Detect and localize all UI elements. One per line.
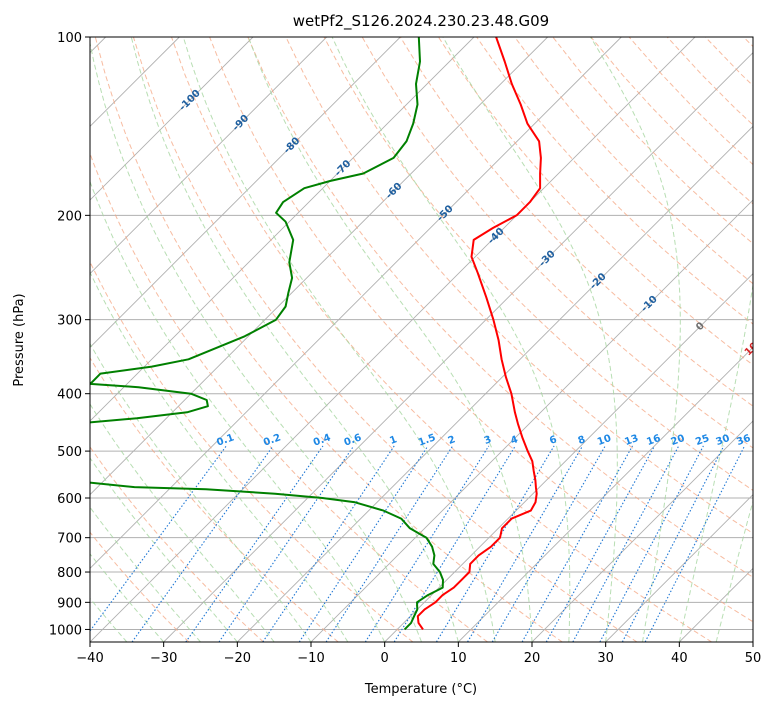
dry-adiabat [171, 37, 712, 642]
y-axis-label: Pressure (hPa) [12, 293, 27, 386]
isotherm-line [90, 37, 475, 422]
x-tick-label: 50 [745, 651, 762, 666]
dry-adiabat [132, 37, 638, 642]
moist-adiabat [90, 40, 422, 642]
mixing-ratio-line [467, 445, 584, 642]
mixing-ratio-line [298, 445, 429, 642]
x-tick-label: −20 [224, 651, 251, 666]
y-tick-label: 300 [57, 314, 82, 329]
x-tick-label: 30 [597, 651, 614, 666]
isotherm-line [458, 346, 753, 642]
dry-adiabat [437, 37, 753, 366]
mixing-ratio-label: 16 [645, 433, 662, 448]
x-tick-label: −30 [150, 651, 177, 666]
isotherm-line [237, 125, 753, 642]
y-tick-label: 700 [57, 532, 82, 547]
dry-adiabat [247, 37, 753, 578]
moist-adiabat [90, 457, 238, 642]
isotherm-line [90, 37, 327, 275]
y-tick-label: 600 [57, 492, 82, 507]
mixing-ratio-line [545, 445, 656, 642]
dry-adiabat [285, 37, 753, 534]
mixing-ratio-line [218, 445, 355, 642]
mixing-ratio-line [572, 445, 680, 642]
isotherm-line [605, 494, 753, 642]
x-tick-label: 10 [450, 651, 467, 666]
moist-adiabat [182, 37, 496, 642]
dry-adiabat [323, 37, 753, 492]
isotherm-label: 10 [743, 341, 761, 359]
y-tick-label: 800 [57, 566, 82, 581]
moist-adiabat [331, 37, 571, 642]
x-tick-label: 20 [524, 651, 541, 666]
isotherm-line [384, 273, 753, 642]
moist-adiabat [442, 37, 618, 642]
mixing-ratio-label: 3 [483, 434, 493, 447]
mixing-ratio-line [521, 445, 633, 642]
dry-adiabat [90, 356, 339, 642]
isotherm-line [163, 52, 753, 642]
isotherm-line [90, 37, 254, 201]
dry-adiabat [209, 37, 753, 623]
background-lines [90, 37, 753, 642]
isotherm-line [531, 420, 753, 642]
mixing-ratio-label: 13 [623, 433, 640, 448]
dry-adiabat [94, 37, 563, 642]
moist-adiabat [90, 180, 386, 642]
mixing-ratio-line [364, 445, 490, 642]
isotherm-line [90, 37, 401, 348]
moist-adiabat [590, 37, 681, 642]
moist-adiabat [90, 271, 349, 642]
y-tick-label: 200 [57, 209, 82, 224]
mixing-ratio-line [491, 445, 606, 642]
dry-adiabat [361, 37, 753, 449]
x-axis-label: Temperature (°C) [364, 682, 477, 697]
dry-adiabat [514, 37, 753, 285]
axes: −40 −30 −20 −10 0 10 20 30 40 50 1000 900 800 700 600 5… [49, 31, 761, 666]
moist-adiabat [90, 342, 312, 642]
dry-adiabat [90, 260, 414, 642]
mixing-ratio-label: 30 [715, 433, 732, 448]
mixing-ratio-label: 1 [388, 434, 398, 447]
isotherm-line [90, 37, 548, 496]
mixing-ratio-line [644, 445, 746, 642]
y-tick-label: 500 [57, 445, 82, 460]
temperature-profile [416, 37, 542, 630]
mixing-ratio-label: 8 [577, 434, 587, 447]
dry-adiabat [399, 37, 753, 407]
dewpoint-profile [90, 37, 444, 631]
mixing-ratio-line [185, 445, 324, 642]
y-tick-label: 400 [57, 388, 82, 403]
x-tick-label: 40 [671, 651, 688, 666]
mixing-ratio-label: 4 [509, 434, 519, 447]
mixing-ratio-label: 36 [735, 433, 752, 448]
chart-title: wetPf2_S126.2024.230.23.48.G09 [293, 12, 549, 31]
y-tick-label: 900 [57, 596, 82, 611]
plot-frame [89, 36, 754, 643]
dry-adiabat [90, 151, 488, 642]
moist-adiabat [130, 37, 459, 642]
mixing-ratio-line [262, 445, 395, 642]
mixing-ratio-label: 6 [548, 434, 558, 447]
dry-adiabat [90, 531, 190, 642]
mixing-ratio-label: 2 [447, 434, 457, 447]
sounding-profiles [90, 37, 542, 631]
moist-adiabat [247, 37, 533, 642]
mixing-ratio-label: 10 [596, 433, 613, 448]
mixing-ratio-label: 20 [670, 433, 687, 448]
mixing-ratio-line [325, 445, 454, 642]
y-tick-label: 100 [57, 31, 82, 46]
x-tick-label: −40 [76, 651, 103, 666]
dry-adiabat [90, 446, 264, 642]
x-tick-label: 0 [381, 651, 389, 666]
plot-area [90, 37, 753, 642]
moist-adiabat [715, 499, 753, 642]
isotherm-line [90, 37, 622, 569]
y-tick-label: 1000 [49, 623, 82, 638]
mixing-ratio-label: 25 [694, 433, 711, 448]
x-tick-label: −10 [297, 651, 324, 666]
moist-adiabat [678, 282, 753, 642]
